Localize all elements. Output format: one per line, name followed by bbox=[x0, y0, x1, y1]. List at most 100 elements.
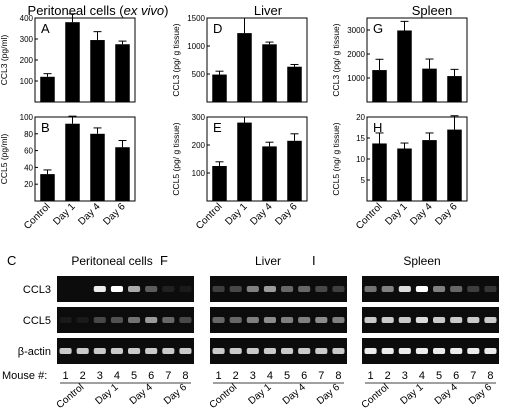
mouse-number: 6 bbox=[148, 370, 154, 382]
gel-band bbox=[450, 317, 463, 323]
y-tick-label: 1000 bbox=[187, 42, 205, 51]
mouse-number: 3 bbox=[97, 370, 103, 382]
mouse-number: 1 bbox=[368, 370, 374, 382]
y-tick-label: 1000 bbox=[347, 74, 365, 83]
gel-band bbox=[179, 286, 192, 292]
mouse-number: 5 bbox=[131, 370, 137, 382]
y-tick-label: 300 bbox=[192, 113, 206, 122]
bar bbox=[287, 66, 302, 102]
y-tick-label: 20 bbox=[356, 113, 365, 122]
mouse-number: 1 bbox=[63, 370, 69, 382]
lane-group-label: Day 6 bbox=[467, 382, 494, 407]
mouse-number: 2 bbox=[80, 370, 86, 382]
gel-band bbox=[381, 317, 394, 323]
y-tick-label: 100 bbox=[20, 113, 34, 122]
gel-band bbox=[484, 348, 497, 354]
gel-band bbox=[93, 348, 106, 354]
y-tick-label: 80 bbox=[24, 130, 33, 139]
bar bbox=[40, 76, 55, 102]
gel-band bbox=[332, 317, 345, 323]
gel-band bbox=[332, 348, 345, 354]
gel-band bbox=[93, 317, 106, 323]
mouse-number: 3 bbox=[402, 370, 408, 382]
y-axis-label: CCL3 (pg/ g tissue) bbox=[331, 23, 341, 96]
y-axis-label: CCL5 (pg/ g tissue) bbox=[171, 122, 181, 195]
mouse-number: 5 bbox=[284, 370, 290, 382]
y-axis-label: CCL5 (pg/ml) bbox=[0, 134, 9, 185]
gel-band bbox=[229, 286, 242, 292]
gel-band bbox=[415, 286, 428, 292]
x-tick-label: Control bbox=[194, 201, 225, 232]
bar bbox=[237, 122, 252, 201]
mouse-number: 7 bbox=[165, 370, 171, 382]
mouse-number: 1 bbox=[216, 370, 222, 382]
gel-band bbox=[484, 286, 497, 292]
gel-band bbox=[179, 317, 192, 323]
bar bbox=[212, 74, 227, 102]
header-liver: Liver bbox=[254, 3, 283, 18]
chart-panel-g: G 1000 2000 3000 CCL3 (pg/ g tissue) bbox=[331, 17, 468, 103]
gel-band bbox=[281, 286, 294, 292]
gel-band bbox=[281, 348, 294, 354]
gel-row-label: CCL5 bbox=[23, 315, 51, 327]
bar bbox=[212, 166, 227, 201]
gel-band bbox=[450, 286, 463, 292]
chart-frame bbox=[366, 17, 468, 103]
gel-band bbox=[433, 286, 446, 292]
y-axis-label: CCL5 (ng/ g tissue) bbox=[331, 122, 341, 195]
y-tick-label: 1500 bbox=[187, 14, 205, 23]
y-tick-label: 500 bbox=[192, 70, 206, 79]
y-tick-label: 10 bbox=[356, 155, 365, 164]
bar bbox=[397, 148, 412, 201]
gel-band bbox=[76, 348, 89, 354]
gel-band bbox=[162, 286, 175, 292]
bar bbox=[447, 76, 462, 102]
mouse-number: 4 bbox=[114, 370, 120, 382]
gel-band bbox=[467, 286, 480, 292]
gel-band bbox=[145, 317, 158, 323]
gel-band bbox=[381, 286, 394, 292]
x-tick-label: Day 1 bbox=[223, 201, 250, 228]
gel-band bbox=[263, 286, 276, 292]
gel-band bbox=[433, 317, 446, 323]
gel-band bbox=[450, 348, 463, 354]
mouse-number: 8 bbox=[182, 370, 188, 382]
gel-row-label: CCL3 bbox=[23, 284, 51, 296]
gel-band bbox=[298, 286, 311, 292]
x-tick-label: Control bbox=[354, 201, 385, 232]
gel-band bbox=[212, 348, 225, 354]
lane-group-label: Control bbox=[360, 382, 392, 411]
gel-band bbox=[246, 348, 259, 354]
gel-band bbox=[162, 317, 175, 323]
y-tick-label: 100 bbox=[192, 169, 206, 178]
chart-panel-a: A 100 200 300 400 CCL3 (pg/ml) bbox=[0, 13, 136, 103]
gel-band bbox=[145, 348, 158, 354]
gel-band bbox=[110, 317, 123, 323]
gel-band bbox=[315, 348, 328, 354]
gel-band bbox=[263, 317, 276, 323]
gel-band bbox=[298, 348, 311, 354]
panel-letter: F bbox=[160, 253, 168, 268]
gel-band bbox=[162, 348, 175, 354]
gel-band bbox=[229, 317, 242, 323]
mouse-number: 4 bbox=[419, 370, 425, 382]
gel-band bbox=[398, 348, 411, 354]
bar bbox=[447, 129, 462, 201]
lane-group-label: Day 6 bbox=[315, 382, 342, 407]
lane-group-label: Day 4 bbox=[433, 382, 460, 407]
mouse-number: 7 bbox=[470, 370, 476, 382]
gel-band bbox=[93, 286, 106, 292]
x-tick-label: Day 4 bbox=[248, 201, 275, 228]
column-headers: Peritoneal cells (ex vivo) Liver Spleen bbox=[28, 3, 453, 18]
gel-band bbox=[128, 317, 141, 323]
panel-letter: B bbox=[41, 120, 50, 135]
bar bbox=[40, 174, 55, 201]
chart-frame bbox=[206, 116, 308, 202]
lane-group-label: Day 4 bbox=[128, 382, 155, 407]
y-tick-label: 15 bbox=[356, 134, 365, 143]
bar bbox=[262, 146, 277, 201]
y-tick-label: 2000 bbox=[347, 50, 365, 59]
bar bbox=[422, 68, 437, 102]
